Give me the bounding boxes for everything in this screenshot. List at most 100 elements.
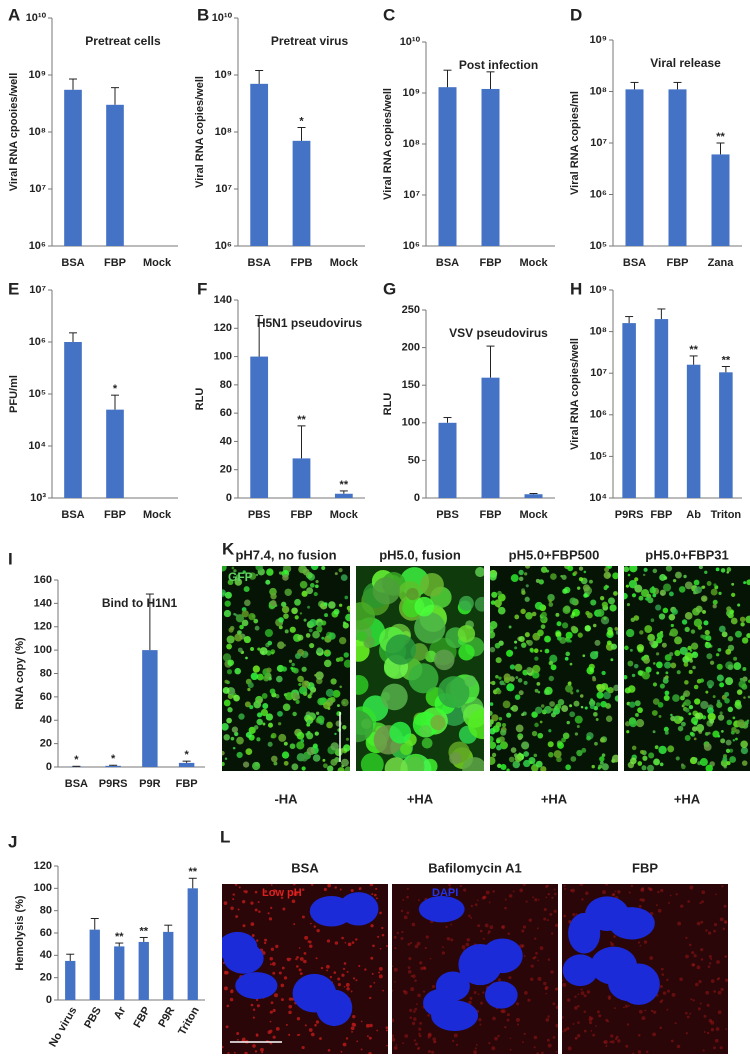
cell [497,606,506,615]
bar [106,409,124,498]
cell [389,721,412,744]
speckle [553,909,557,913]
significance-label: ** [722,354,731,366]
speckle [406,895,409,899]
speckle [537,976,542,981]
speckle [406,911,410,915]
speckle [512,890,515,893]
speckle [521,929,525,933]
error-bar [90,917,99,930]
cell [523,680,528,685]
bar [250,356,269,498]
speckle [716,977,720,981]
cell [316,625,323,633]
speckle [337,977,341,981]
cell [649,586,657,594]
speckle [576,1033,581,1038]
cell [533,648,539,654]
speckle [315,1020,320,1024]
cell [491,680,496,686]
cell [458,595,474,611]
cell [278,617,284,623]
cell [613,684,618,692]
cell [496,739,501,744]
cell [356,602,375,631]
cell [683,574,687,579]
cell [297,675,304,683]
speckle [532,896,535,899]
speckle [234,884,238,886]
cell [475,567,484,578]
speckle [714,1038,719,1043]
cell [610,658,614,662]
cell [580,705,584,709]
speckle [530,964,534,968]
column-footer: +HA [674,791,701,806]
speckle [267,1030,272,1035]
cell [663,583,672,592]
x-tick-label: Mock [519,509,548,521]
cell [345,737,350,741]
bar [114,946,125,1000]
cell [503,673,511,681]
cell [734,699,742,706]
y-tick-label: 60 [40,691,52,703]
speckle [605,1018,609,1022]
cell [257,647,261,651]
nuclei-texture [562,884,728,1054]
speckle [358,887,362,890]
speckle [316,928,320,933]
speckle [546,884,549,887]
speckle [713,929,716,933]
speckle [637,1033,641,1037]
speckle [427,1036,430,1039]
speckle [270,947,275,951]
cell [500,729,507,736]
speckle [603,1040,606,1044]
panel-letter: L [220,827,230,846]
speckle [609,1040,612,1044]
y-tick-label: 120 [214,322,232,334]
panel-letter: E [8,279,19,298]
panel-letter: D [570,5,582,24]
gfp-texture [222,566,350,771]
speckle [254,890,258,894]
speckle [547,892,551,896]
speckle [474,903,478,907]
cell [607,629,614,636]
speckle [352,1023,357,1027]
cell [313,592,318,597]
x-tick-label: Triton [176,1005,202,1038]
cell [302,568,310,576]
y-tick-label: 40 [40,949,52,961]
cell [537,732,544,739]
x-tick-label: BSA [61,509,84,521]
cell [231,726,238,733]
cell [746,719,750,722]
cell [312,630,320,639]
cell [517,735,523,741]
cell [601,763,609,771]
y-tick-label: 10⁷ [29,183,46,195]
cell [688,669,693,674]
speckle [718,977,721,980]
cell [224,600,231,607]
y-tick-label: 10⁶ [590,188,607,200]
cell [549,701,555,707]
speckle [536,927,539,930]
speckle [374,893,377,897]
speckle [394,947,397,950]
cell [739,677,743,681]
cell [561,622,569,629]
cell [408,663,439,694]
speckle [660,888,664,893]
speckle [497,978,501,982]
cell [631,673,636,678]
speckle [543,908,547,912]
cell [239,624,244,630]
cell [721,631,728,638]
cell [535,760,543,768]
cell [298,682,302,687]
cell [506,768,510,771]
significance-label: ** [689,344,698,356]
